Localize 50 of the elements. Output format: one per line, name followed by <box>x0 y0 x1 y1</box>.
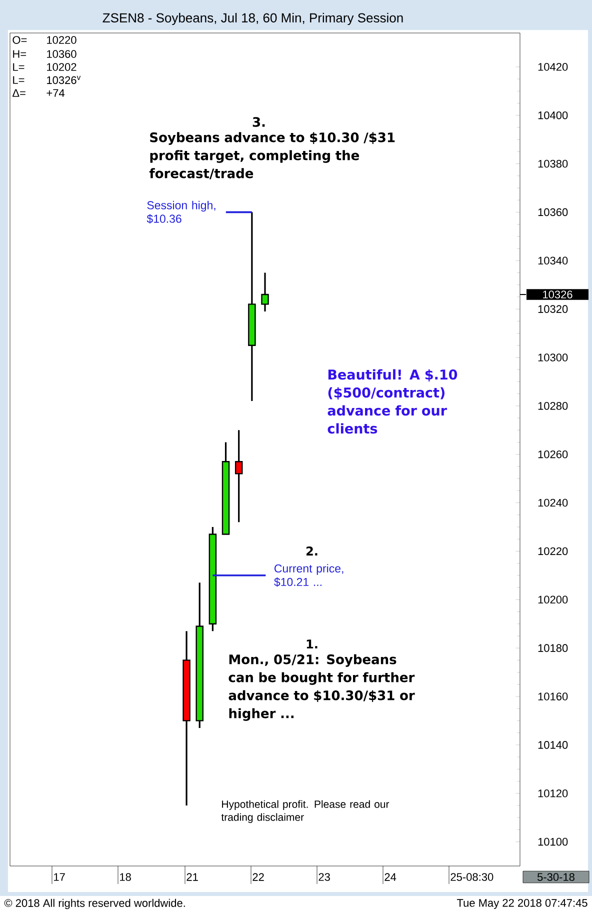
text: 23 <box>318 873 330 881</box>
y-tick-label: 10280 <box>538 402 568 410</box>
y-tick-label: 10320 <box>538 305 568 313</box>
y-tick-label: 10300 <box>538 354 568 362</box>
annotation: 10202 <box>47 63 76 71</box>
y-tick-label: 10240 <box>538 498 568 507</box>
annotation: H= <box>13 50 26 58</box>
y-tick-label: 10120 <box>538 789 568 798</box>
annotation: L= <box>13 63 24 71</box>
y-tick-label: 10220 <box>538 547 568 556</box>
y-tick-label: 10400 <box>538 111 568 120</box>
annotation: Mon., 05/21: Soybeans can be bought for further advance to $10.30/$31 or higher ... <box>228 654 415 721</box>
text: 5-30-18 <box>537 873 574 881</box>
annotation: 1. <box>306 640 318 648</box>
y-tick-label: 10260 <box>538 450 568 458</box>
annotation: Beautiful! A $.10 ($500/contract) advance for our clients <box>328 369 458 434</box>
y-tick-label: 10420 <box>538 63 568 71</box>
text: 10326 <box>543 290 572 298</box>
annotation: 10360 <box>47 50 76 58</box>
annotation: Soybeans advance to $10.30 /$31 profit target, completing the forecast/trade <box>149 132 395 180</box>
y-tick-label: 10380 <box>538 160 568 168</box>
ref-line-label: Session high, $10.36 <box>146 200 216 224</box>
text: 18 <box>120 873 131 881</box>
y-tick-label: 10100 <box>538 838 568 846</box>
y-tick-label: 10360 <box>538 208 568 216</box>
annotation: O= <box>12 36 27 44</box>
text: © 2018 All rights reserved worldwide. <box>4 898 185 910</box>
y-tick-label: 10160 <box>538 692 568 700</box>
text: 17 <box>54 873 65 881</box>
text: 21 <box>186 873 198 881</box>
candlestick <box>261 272 269 312</box>
annotation: Hypothetical profit. Please read our trading disclaimer <box>221 800 390 823</box>
annotation: 2. <box>306 546 318 556</box>
annotation: Δ= <box>12 89 26 97</box>
text: Tue May 22 2018 07:47:45 <box>456 899 588 909</box>
candlestick <box>234 429 243 523</box>
annotation: 3. <box>252 117 265 127</box>
y-tick-label: 10180 <box>538 644 568 652</box>
annotation: 10220 <box>47 36 76 44</box>
y-tick-label: 10140 <box>538 741 568 749</box>
y-tick-label: 10340 <box>538 256 568 265</box>
y-tick-label: 10200 <box>538 596 568 604</box>
annotation: L= <box>13 76 24 84</box>
text: 24 <box>384 873 396 881</box>
annotation: +74 <box>46 89 65 97</box>
ref-line-label: Current price, $10.21 ... <box>274 564 344 587</box>
text: 25-08:30 <box>450 873 494 881</box>
chart-title: ZSEN8 - Soybeans, Jul 18, 60 Min, Primary Session <box>102 12 403 26</box>
annotation: 10326$^{v}$ <box>47 76 81 84</box>
text: 22 <box>252 873 264 881</box>
